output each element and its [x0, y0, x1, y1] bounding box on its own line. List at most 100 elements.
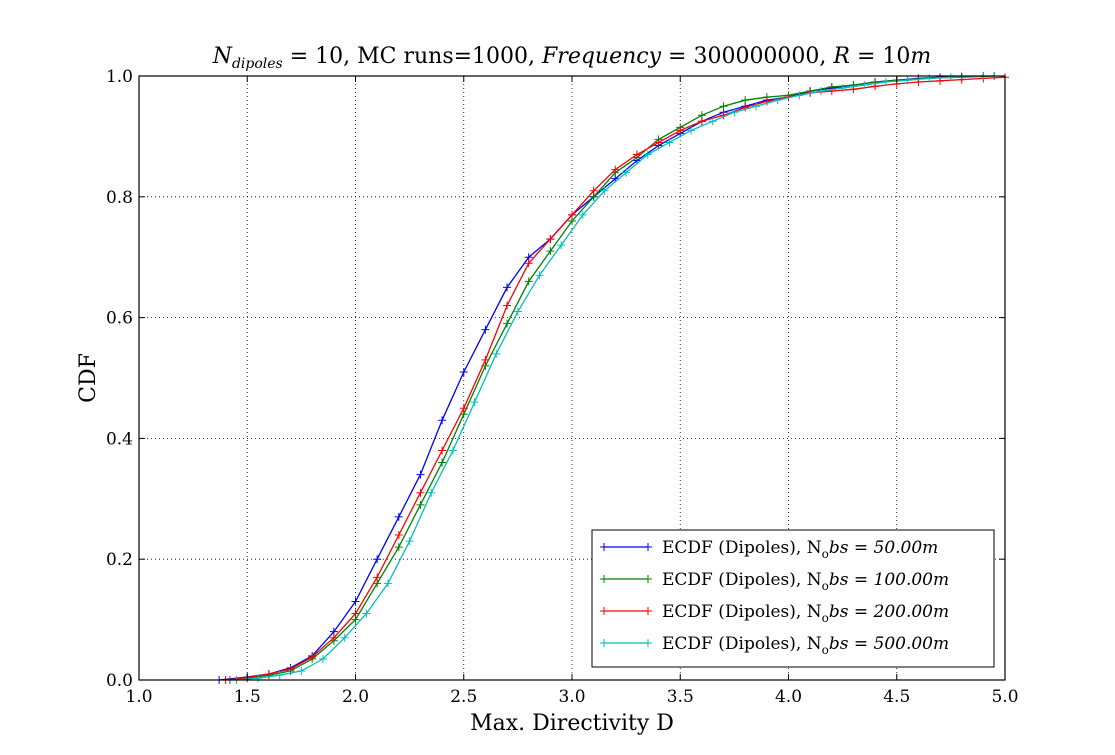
data-point-marker	[481, 355, 490, 364]
data-point-marker	[741, 96, 750, 105]
x-tick-label: 3.5	[667, 687, 694, 707]
data-point-marker	[557, 241, 566, 250]
data-point-marker	[286, 665, 295, 674]
grid-layer	[139, 76, 1005, 680]
data-point-marker	[654, 138, 663, 147]
title-r-label: R	[832, 44, 850, 69]
data-point-marker	[373, 555, 382, 564]
y-tick-label: 0.6	[106, 309, 133, 329]
legend-label-rest: bs = 200.00	[829, 602, 933, 622]
tick-layer: 1.0 1.5 2.0 2.5 3.0 3.5 4.0 4.5 5.0 0.0 0.2 0.4 0.6 0…	[106, 67, 1019, 707]
legend-marker	[600, 607, 608, 615]
data-point-marker	[676, 126, 685, 135]
data-point-marker	[459, 367, 468, 376]
legend-marker	[600, 639, 608, 647]
data-point-marker	[838, 84, 847, 93]
legend-marker	[644, 575, 652, 583]
data-point-marker	[394, 543, 403, 552]
legend-label-prefix: ECDF (Dipoles), N	[662, 538, 822, 558]
data-point-marker	[383, 579, 392, 588]
data-point-marker	[632, 150, 641, 159]
data-point-marker	[524, 277, 533, 286]
data-point-marker	[816, 87, 825, 96]
legend-label-subscript: o	[822, 643, 829, 657]
data-point-marker	[297, 666, 306, 675]
legend-marker	[600, 543, 608, 551]
legend-box	[591, 529, 995, 668]
legend-label-rest: bs = 50.00	[829, 538, 923, 558]
x-axis-label: Max. Directivity D	[470, 711, 674, 736]
data-point-marker	[752, 102, 761, 111]
data-point-marker	[405, 537, 414, 546]
data-point-marker	[503, 319, 512, 328]
y-tick-label: 0.0	[106, 671, 133, 691]
data-point-marker	[524, 259, 533, 268]
data-point-marker	[351, 609, 360, 618]
data-point-marker	[470, 398, 479, 407]
data-point-marker	[503, 283, 512, 292]
data-point-marker	[275, 671, 284, 680]
data-point-marker	[362, 609, 371, 618]
data-point-marker	[643, 150, 652, 159]
chart-title: Ndipoles = 10, MC runs=1000, Frequency =…	[212, 44, 932, 72]
data-point-marker	[535, 271, 544, 280]
legend-entry: ECDF (Dipoles), Nobs = 50.00m	[600, 538, 938, 561]
data-point-marker	[860, 81, 869, 90]
legend-label-subscript: o	[822, 547, 829, 561]
data-point-marker	[373, 573, 382, 582]
data-point-marker	[438, 458, 447, 467]
data-point-marker	[438, 446, 447, 455]
y-tick-label: 0.8	[106, 188, 133, 208]
data-point-marker	[448, 446, 457, 455]
data-point-marker	[589, 186, 598, 195]
series-layer	[215, 72, 1009, 684]
data-point-marker	[329, 633, 338, 642]
legend-label-subscript: o	[822, 611, 829, 625]
legend-label: ECDF (Dipoles), Nobs = 50.00m	[662, 538, 938, 561]
data-point-marker	[438, 416, 447, 425]
data-point-marker	[568, 210, 576, 219]
data-point-marker	[903, 76, 912, 85]
data-point-marker	[719, 102, 728, 111]
data-point-marker	[546, 235, 555, 244]
title-r-unit: m	[910, 44, 931, 69]
data-point-marker	[394, 512, 403, 521]
series-3	[232, 72, 988, 684]
title-n-symbol: N	[212, 44, 233, 69]
data-point-marker	[665, 138, 674, 147]
legend-label-subscript: o	[822, 579, 829, 593]
legend-marker	[644, 607, 652, 615]
y-axis-label: CDF	[76, 353, 101, 403]
legend-label-unit: m	[922, 538, 938, 558]
data-point-marker	[503, 301, 512, 310]
data-point-marker	[708, 117, 717, 126]
legend-label-prefix: ECDF (Dipoles), N	[662, 570, 822, 590]
legend-label: ECDF (Dipoles), Nobs = 500.00m	[662, 634, 949, 657]
data-point-marker	[394, 531, 403, 540]
x-tick-label: 2.5	[450, 687, 477, 707]
legend-entry: ECDF (Dipoles), Nobs = 500.00m	[600, 634, 949, 657]
data-point-marker	[492, 349, 501, 358]
data-point-marker	[687, 126, 696, 135]
title-frequency-label: Frequency	[541, 44, 662, 69]
data-point-marker	[351, 597, 360, 606]
legend-label: ECDF (Dipoles), Nobs = 100.00m	[662, 570, 949, 593]
data-point-marker	[254, 674, 263, 683]
data-point-marker	[416, 488, 425, 497]
data-point-marker	[697, 117, 706, 126]
data-point-marker	[622, 168, 631, 177]
data-point-marker	[578, 210, 587, 219]
data-point-marker	[795, 91, 804, 100]
x-tick-label: 3.0	[558, 687, 585, 707]
legend-label-prefix: ECDF (Dipoles), N	[662, 602, 822, 622]
data-point-marker	[459, 404, 468, 413]
title-part1: = 10, MC runs=1000,	[283, 44, 542, 69]
data-point-marker	[481, 325, 490, 334]
legend-label-unit: m	[933, 602, 949, 622]
data-point-marker	[513, 307, 522, 316]
legend-label: ECDF (Dipoles), Nobs = 200.00m	[662, 602, 949, 625]
legend-marker	[600, 575, 608, 583]
